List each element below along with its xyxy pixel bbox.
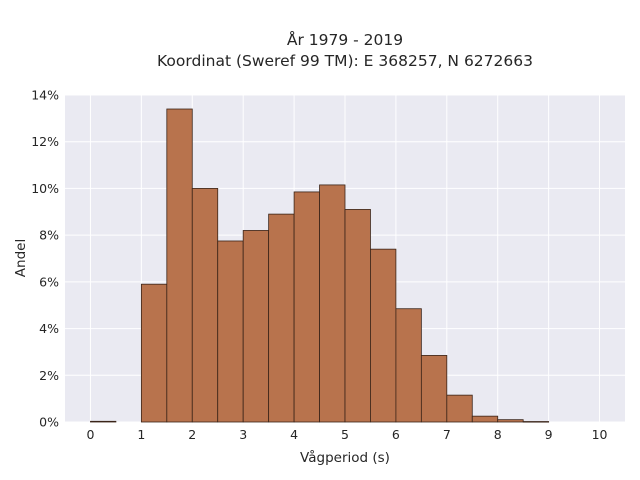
x-tick-labels: 0 1 2 3 4 5 6 7 8 9 10 [86, 427, 607, 442]
histogram-bar [522, 421, 550, 423]
y-tick-labels: 0% 2% 4% 6% 8% 10% 12% 14% [31, 88, 59, 430]
y-tick-label: 0% [39, 415, 59, 430]
x-tick-label: 0 [86, 427, 94, 442]
histogram-bar [166, 108, 193, 423]
histogram-bar [293, 191, 320, 423]
y-tick-label: 10% [31, 181, 59, 196]
y-tick-label: 14% [31, 88, 59, 103]
x-tick-label: 9 [545, 427, 553, 442]
histogram-bar [497, 419, 524, 423]
y-tick-label: 4% [39, 321, 59, 336]
histogram-bar [242, 230, 270, 423]
y-tick-label: 8% [39, 228, 59, 243]
x-tick-label: 7 [443, 427, 451, 442]
histogram-bar [395, 308, 422, 423]
histogram-bar [344, 209, 371, 423]
histogram-bar [319, 184, 346, 423]
histogram-bar [268, 213, 295, 423]
y-tick-label: 2% [39, 368, 59, 383]
histogram-bar [140, 283, 168, 423]
histogram-bar [191, 188, 219, 423]
y-axis-label: Andel [13, 239, 29, 277]
x-tick-label: 6 [392, 427, 400, 442]
x-tick-label: 5 [341, 427, 349, 442]
x-tick-label: 1 [137, 427, 145, 442]
x-tick-label: 10 [592, 427, 608, 442]
histogram-bar [370, 248, 397, 423]
chart-title-line-1: År 1979 - 2019 [287, 30, 403, 49]
x-tick-label: 2 [188, 427, 196, 442]
x-tick-label: 3 [239, 427, 247, 442]
bars [90, 108, 550, 423]
histogram-bar [471, 415, 499, 423]
y-tick-label: 12% [31, 134, 59, 149]
histogram-bar [90, 420, 117, 423]
histogram-bar [217, 240, 244, 423]
x-tick-label: 8 [494, 427, 502, 442]
x-axis-label: Vågperiod (s) [300, 449, 390, 466]
histogram-bar [420, 355, 448, 423]
histogram-bar [446, 394, 473, 423]
x-tick-label: 4 [290, 427, 298, 442]
chart-title-line-2: Koordinat (Sweref 99 TM): E 368257, N 62… [157, 52, 533, 70]
y-tick-label: 6% [39, 274, 59, 289]
